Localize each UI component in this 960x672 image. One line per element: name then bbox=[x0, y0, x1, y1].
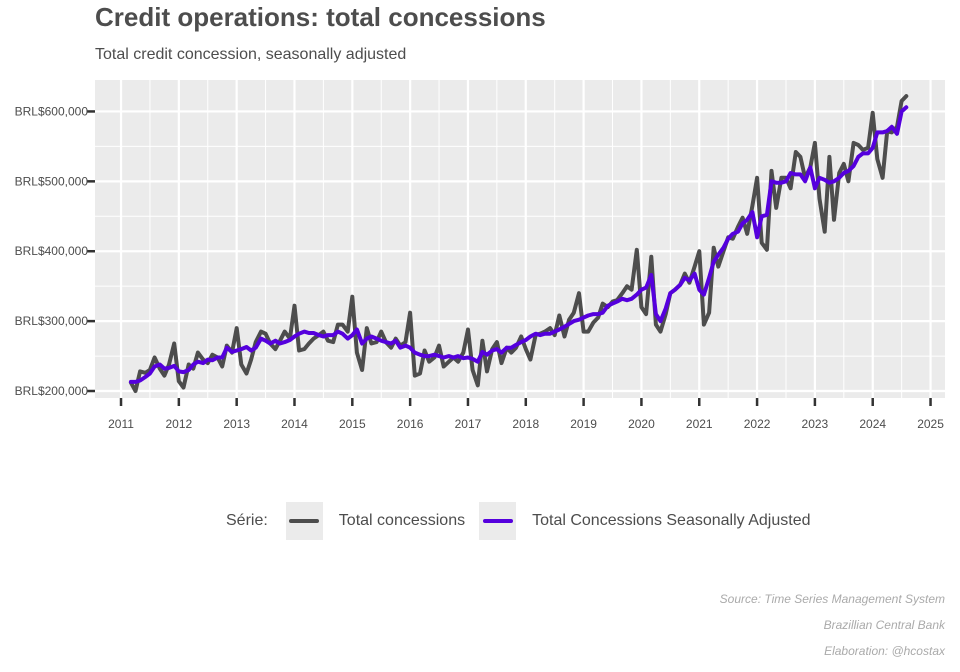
caption-institution: Brazillian Central Bank bbox=[823, 618, 945, 632]
plot-panel bbox=[95, 80, 945, 398]
chart-title: Credit operations: total concessions bbox=[95, 2, 546, 32]
x-tick-label: 2014 bbox=[281, 417, 308, 431]
x-tick-label: 2023 bbox=[802, 417, 829, 431]
x-tick-label: 2018 bbox=[512, 417, 539, 431]
legend-key-total-concessions bbox=[285, 502, 323, 540]
y-tick-label: BRL$300,000 bbox=[15, 314, 89, 328]
y-tick-label: BRL$200,000 bbox=[15, 384, 89, 398]
x-tick-label: 2024 bbox=[859, 417, 886, 431]
caption-elaboration: Elaboration: @hcostax bbox=[824, 644, 945, 658]
x-tick-label: 2011 bbox=[108, 417, 134, 431]
x-tick-label: 2022 bbox=[744, 417, 771, 431]
legend-label-seasonally-adjusted: Total Concessions Seasonally Adjusted bbox=[532, 512, 811, 529]
y-tick-label: BRL$500,000 bbox=[15, 174, 89, 188]
y-tick-label: BRL$400,000 bbox=[15, 244, 89, 258]
series-line-seasonally-adjusted bbox=[128, 105, 909, 384]
x-tick-label: 2016 bbox=[397, 417, 424, 431]
x-tick-label: 2025 bbox=[917, 417, 944, 431]
x-tick-label: 2012 bbox=[165, 417, 192, 431]
x-tick-label: 2013 bbox=[223, 417, 250, 431]
x-tick-label: 2021 bbox=[686, 417, 713, 431]
chart-subtitle: Total credit concession, seasonally adju… bbox=[95, 46, 407, 63]
legend-label-total-concessions: Total concessions bbox=[338, 512, 466, 529]
legend-title: Série: bbox=[226, 512, 268, 529]
x-tick-label: 2020 bbox=[628, 417, 655, 431]
x-tick-label: 2015 bbox=[339, 417, 366, 431]
x-tick-label: 2019 bbox=[570, 417, 597, 431]
legend-key-seasonally-adjusted bbox=[479, 502, 517, 540]
line-chart: 2011 2012 2013 2014 2015 2016 2017 2018 2019 2020… bbox=[15, 80, 945, 431]
caption-source: Source: Time Series Management System bbox=[719, 592, 945, 606]
legend: Série: Total concessions Total Concessio… bbox=[226, 502, 824, 540]
x-tick-label: 2017 bbox=[455, 417, 482, 431]
y-tick-label: BRL$600,000 bbox=[15, 104, 89, 118]
